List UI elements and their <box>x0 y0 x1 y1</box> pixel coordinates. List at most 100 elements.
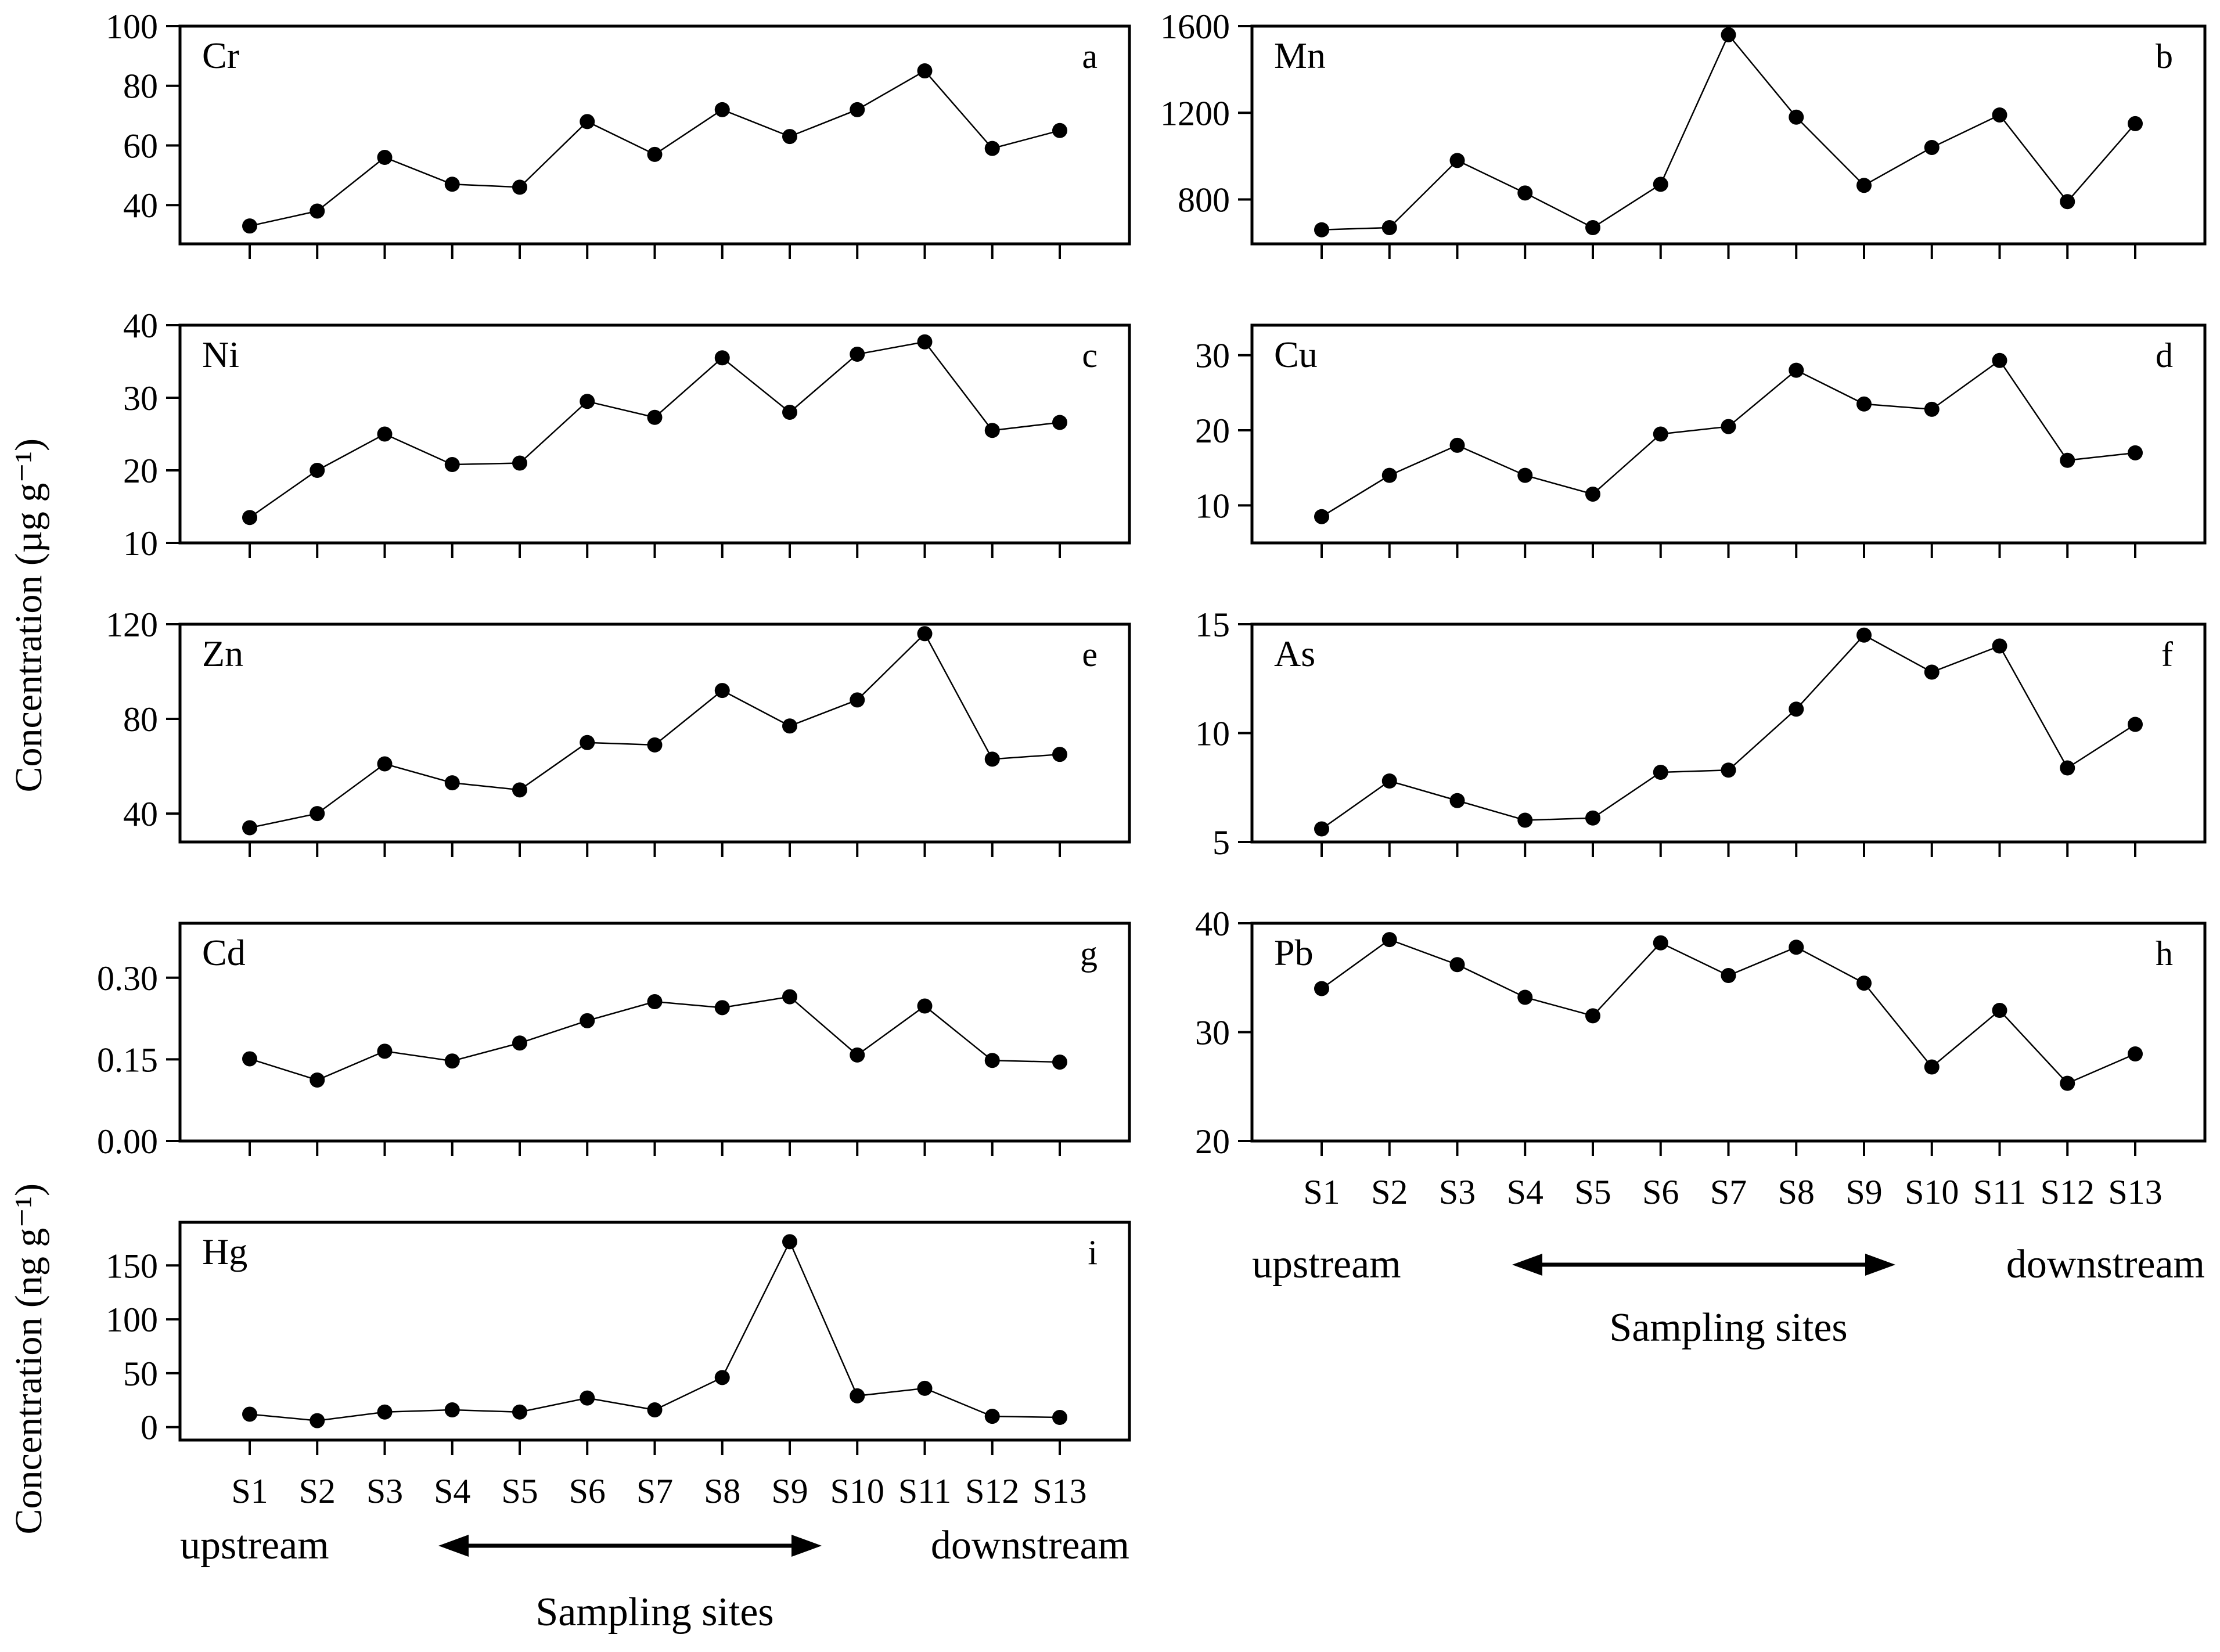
panel-d-cu-chart: 10 20 30 Cu d <box>1195 323 2207 558</box>
data-point-S11 <box>917 626 933 642</box>
y-tick-label: 1600 <box>1160 8 1230 46</box>
plot-box <box>1250 622 2207 844</box>
data-point-S8 <box>1789 109 1804 125</box>
data-point-S11 <box>1992 352 2007 368</box>
data-point-S9 <box>782 1234 797 1250</box>
y-tick-label: 800 <box>1178 181 1230 219</box>
y-tick-label: 10 <box>1195 715 1230 753</box>
x-tick-label: S5 <box>501 1472 538 1510</box>
data-point-S13 <box>1052 123 1067 138</box>
data-point-S3 <box>377 1043 393 1059</box>
data-point-S3 <box>377 756 393 772</box>
data-point-S11 <box>917 334 933 350</box>
data-point-S1 <box>1314 222 1329 237</box>
y-tick-label: 0.15 <box>97 1041 158 1079</box>
data-point-S1 <box>1314 981 1329 996</box>
data-point-S12 <box>984 423 1000 438</box>
data-point-S6 <box>580 394 595 409</box>
panel-element-label: Mn <box>1274 35 1326 76</box>
y-tick-label: 150 <box>106 1247 158 1285</box>
panel-b-mn-chart: 800 1200 1600 Mn b <box>1160 8 2207 259</box>
y-tick-label: 20 <box>123 452 158 490</box>
data-point-S2 <box>310 463 325 478</box>
x-tick-label: S12 <box>2041 1173 2095 1211</box>
data-point-S6 <box>580 1390 595 1406</box>
panel-letter: a <box>1082 37 1098 75</box>
plot-box <box>1250 922 2207 1143</box>
data-point-S4 <box>1517 467 1533 483</box>
data-point-S2 <box>310 806 325 822</box>
x-tick-label: S7 <box>636 1472 673 1510</box>
upstream-label: upstream <box>1252 1242 1401 1287</box>
data-point-S7 <box>647 409 663 425</box>
data-point-S13 <box>2128 116 2143 131</box>
data-point-S7 <box>647 1402 663 1418</box>
y-tick-label: 60 <box>123 127 158 165</box>
data-point-S9 <box>782 718 797 734</box>
panel-letter: h <box>2156 934 2173 973</box>
x-tick-label: S1 <box>231 1472 268 1510</box>
y-tick-label: 40 <box>1195 905 1230 943</box>
data-point-S10 <box>850 1388 865 1403</box>
data-point-S9 <box>782 405 797 420</box>
x-tick-label: S2 <box>1371 1173 1408 1211</box>
data-point-S7 <box>647 737 663 753</box>
data-point-S6 <box>580 114 595 129</box>
panel-element-label: Cd <box>202 932 246 973</box>
data-point-S1 <box>1314 821 1329 837</box>
data-point-S9 <box>1856 178 1872 193</box>
data-point-S11 <box>917 63 933 79</box>
y-tick-label: 40 <box>123 186 158 225</box>
y-tick-label: 1200 <box>1160 94 1230 132</box>
y-tick-label: 10 <box>123 524 158 563</box>
y-tick-label: 10 <box>1195 487 1230 525</box>
data-point-S11 <box>1992 1003 2007 1018</box>
data-point-S8 <box>1789 701 1804 717</box>
data-point-S3 <box>1449 793 1465 808</box>
data-point-S13 <box>2128 445 2143 460</box>
data-point-S1 <box>242 1406 257 1422</box>
data-point-S9 <box>782 129 797 145</box>
x-tick-label: S1 <box>1303 1173 1340 1211</box>
panel-letter: b <box>2156 37 2173 75</box>
data-point-S10 <box>1924 1059 1940 1075</box>
panel-element-label: Pb <box>1274 932 1314 973</box>
data-point-S3 <box>1449 437 1465 453</box>
data-point-S12 <box>2060 194 2075 210</box>
data-point-S10 <box>850 692 865 708</box>
y-tick-label: 20 <box>1195 1122 1230 1161</box>
data-point-S12 <box>2060 452 2075 468</box>
data-point-S5 <box>512 455 527 471</box>
x-tick-label: S9 <box>1845 1173 1882 1211</box>
y-tick-label: 40 <box>123 307 158 345</box>
data-point-S13 <box>2128 1046 2143 1061</box>
data-point-S1 <box>242 820 257 836</box>
data-point-S1 <box>242 510 257 526</box>
y-tick-label: 5 <box>1212 823 1230 862</box>
bidirectional-arrow-icon <box>1512 1254 1895 1276</box>
data-point-S11 <box>1992 638 2007 654</box>
data-point-S3 <box>377 150 393 165</box>
data-point-S12 <box>2060 760 2075 776</box>
sampling-sites-label-right: Sampling sites <box>1609 1305 1848 1350</box>
data-point-S13 <box>1052 1054 1067 1070</box>
data-point-S5 <box>512 782 527 798</box>
x-tick-label: S2 <box>299 1472 336 1510</box>
x-tick-label: S13 <box>2108 1173 2162 1211</box>
panel-a-cr-chart: 40 60 80 100 Cr a <box>106 8 1131 259</box>
panel-f-as-chart: 5 10 15 As f <box>1195 606 2207 862</box>
data-point-S7 <box>647 146 663 162</box>
data-point-S2 <box>310 1413 325 1428</box>
data-point-S4 <box>1517 989 1533 1005</box>
x-tick-label: S4 <box>1507 1173 1543 1211</box>
data-point-S6 <box>1653 426 1668 442</box>
data-point-S3 <box>1449 957 1465 973</box>
y-tick-label: 15 <box>1195 606 1230 644</box>
y-tick-label: 30 <box>1195 337 1230 375</box>
upstream-label: upstream <box>180 1523 329 1568</box>
y-axis-label-nanograms-text: Concentration (ng g⁻¹) <box>8 1183 50 1535</box>
data-point-S5 <box>1585 1008 1600 1024</box>
data-point-S10 <box>1924 401 1940 417</box>
data-point-S3 <box>377 426 393 442</box>
